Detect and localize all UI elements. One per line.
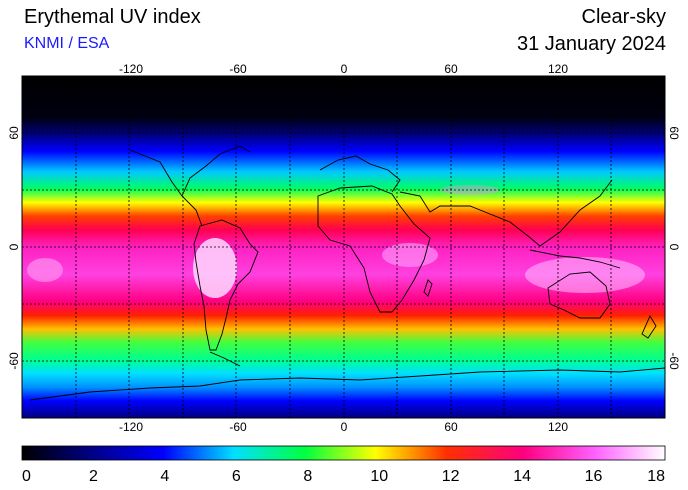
lat-tick-label: 0 — [667, 244, 681, 251]
lat-tick-label: 60 — [7, 126, 21, 140]
colorbar-ticks: 0 2 4 6 8 10 12 14 16 18 — [22, 468, 665, 485]
colorbar-tick-label: 12 — [442, 468, 460, 485]
lat-tick-label: 60 — [667, 126, 681, 140]
lon-tick-label: 0 — [341, 62, 348, 76]
lon-labels-bottom: -120 -60 0 60 120 — [119, 420, 568, 434]
colorbar-gradient — [21, 445, 666, 461]
lon-tick-label: -60 — [229, 420, 247, 434]
colorbar-tick-label: 0 — [22, 468, 31, 485]
lon-tick-label: -60 — [229, 62, 247, 76]
lon-tick-label: 60 — [444, 62, 458, 76]
colorbar-tick-label: 2 — [89, 468, 98, 485]
colorbar-tick-label: 6 — [232, 468, 241, 485]
lon-tick-label: 120 — [548, 420, 568, 434]
lon-tick-label: 120 — [548, 62, 568, 76]
lon-tick-label: -120 — [119, 420, 143, 434]
graticule — [22, 76, 665, 418]
colorbar-tick-label: 14 — [513, 468, 531, 485]
lon-labels-top: -120 -60 0 60 120 — [119, 62, 568, 76]
map-title: Erythemal UV index — [24, 6, 201, 28]
lon-tick-label: 0 — [341, 420, 348, 434]
map-frame — [21, 75, 666, 419]
lon-tick-label: 60 — [444, 420, 458, 434]
colorbar-tick-label: 4 — [160, 468, 169, 485]
colorbar-tick-label: 18 — [647, 468, 665, 485]
lat-tick-label: -60 — [667, 352, 681, 370]
lon-tick-label: -120 — [119, 62, 143, 76]
colorbar: 0 2 4 6 8 10 12 14 16 18 — [21, 445, 666, 485]
condition-label: Clear-sky — [581, 6, 666, 28]
credit-label: KNMI / ESA — [24, 35, 110, 52]
colorbar-tick-label: 16 — [585, 468, 603, 485]
colorbar-tick-label: 10 — [370, 468, 388, 485]
lat-labels-left: 60 0 -60 — [7, 126, 21, 370]
date-label: 31 January 2024 — [516, 33, 666, 55]
colorbar-tick-label: 8 — [303, 468, 312, 485]
lat-tick-label: -60 — [7, 352, 21, 370]
coastlines — [29, 145, 666, 401]
lat-labels-right: 60 0 -60 — [667, 126, 681, 370]
lat-tick-label: 0 — [7, 243, 21, 250]
